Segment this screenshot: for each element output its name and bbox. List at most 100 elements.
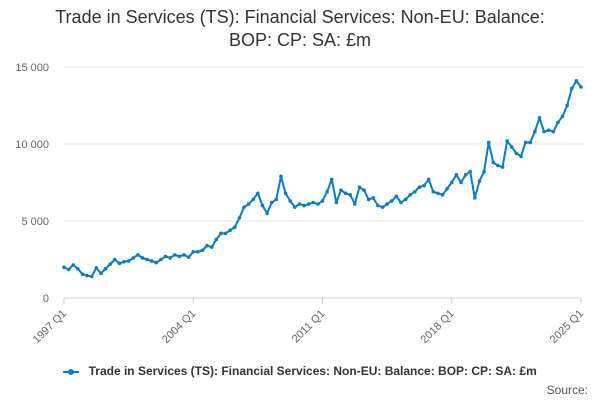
data-point[interactable]	[431, 189, 436, 194]
data-point[interactable]	[551, 129, 556, 134]
data-point[interactable]	[232, 225, 237, 229]
data-point[interactable]	[182, 253, 186, 257]
data-point[interactable]	[66, 267, 71, 272]
data-point[interactable]	[533, 129, 537, 134]
data-point[interactable]	[348, 193, 353, 197]
data-point[interactable]	[371, 196, 376, 200]
data-point[interactable]	[463, 173, 468, 177]
data-point[interactable]	[223, 231, 228, 236]
data-point[interactable]	[260, 203, 265, 208]
data-point[interactable]	[546, 128, 551, 132]
data-point[interactable]	[172, 253, 177, 257]
data-point[interactable]	[542, 129, 546, 134]
data-point[interactable]	[389, 199, 394, 203]
data-point[interactable]	[89, 274, 94, 279]
data-point[interactable]	[293, 205, 297, 209]
data-point[interactable]	[219, 231, 223, 236]
data-point[interactable]	[380, 205, 385, 209]
data-point[interactable]	[71, 263, 76, 267]
data-point[interactable]	[136, 253, 140, 257]
legend[interactable]: Trade in Services (TS): Financial Servic…	[0, 364, 600, 378]
data-point[interactable]	[209, 245, 214, 249]
data-point[interactable]	[191, 250, 196, 254]
data-point[interactable]	[459, 180, 463, 185]
data-point[interactable]	[473, 196, 477, 200]
data-point[interactable]	[94, 266, 99, 270]
data-point[interactable]	[357, 185, 362, 189]
data-point[interactable]	[334, 200, 339, 205]
data-point[interactable]	[112, 257, 117, 262]
data-point[interactable]	[528, 140, 533, 145]
data-point[interactable]	[579, 85, 583, 89]
data-point[interactable]	[242, 205, 246, 209]
data-point[interactable]	[279, 174, 283, 179]
data-point[interactable]	[246, 202, 251, 206]
data-point[interactable]	[394, 194, 399, 199]
data-point[interactable]	[316, 202, 320, 206]
data-point[interactable]	[256, 191, 260, 196]
data-point[interactable]	[85, 273, 89, 278]
data-point[interactable]	[168, 256, 172, 260]
data-point[interactable]	[362, 188, 366, 192]
data-point[interactable]	[523, 140, 528, 145]
data-point[interactable]	[108, 262, 112, 266]
data-point[interactable]	[214, 237, 219, 242]
data-point[interactable]	[486, 140, 491, 145]
data-point[interactable]	[311, 200, 316, 205]
data-point[interactable]	[574, 79, 579, 83]
data-point[interactable]	[159, 257, 163, 262]
data-point[interactable]	[320, 199, 325, 203]
data-point[interactable]	[177, 254, 182, 259]
data-point[interactable]	[514, 151, 519, 156]
data-point[interactable]	[445, 186, 449, 191]
data-point[interactable]	[366, 197, 371, 202]
data-point[interactable]	[426, 177, 431, 182]
data-point[interactable]	[496, 163, 500, 168]
data-point[interactable]	[62, 265, 66, 270]
data-point[interactable]	[117, 261, 122, 266]
data-point[interactable]	[408, 193, 413, 197]
data-point[interactable]	[149, 259, 154, 263]
data-point[interactable]	[569, 86, 574, 91]
data-point[interactable]	[269, 200, 274, 205]
data-point[interactable]	[422, 183, 426, 188]
data-point[interactable]	[302, 203, 306, 208]
data-point[interactable]	[454, 173, 459, 177]
data-point[interactable]	[329, 177, 334, 182]
data-point[interactable]	[163, 254, 168, 259]
data-point[interactable]	[385, 202, 389, 206]
data-point[interactable]	[399, 200, 403, 205]
data-point[interactable]	[353, 202, 357, 206]
data-point[interactable]	[339, 188, 343, 192]
data-point[interactable]	[556, 120, 560, 125]
data-point[interactable]	[440, 193, 445, 197]
data-point[interactable]	[519, 154, 523, 159]
data-point[interactable]	[131, 256, 136, 260]
data-point[interactable]	[145, 257, 149, 262]
data-point[interactable]	[403, 197, 408, 202]
data-point[interactable]	[436, 191, 440, 196]
data-point[interactable]	[103, 266, 108, 271]
data-point[interactable]	[505, 139, 509, 143]
data-point[interactable]	[154, 260, 159, 265]
data-point[interactable]	[76, 266, 80, 271]
data-point[interactable]	[297, 202, 302, 206]
data-point[interactable]	[509, 145, 514, 149]
data-point[interactable]	[325, 189, 329, 194]
data-point[interactable]	[449, 180, 454, 185]
data-point[interactable]	[274, 197, 279, 202]
data-point[interactable]	[413, 189, 417, 194]
data-point[interactable]	[482, 169, 486, 174]
data-point[interactable]	[265, 211, 269, 216]
data-point[interactable]	[251, 197, 256, 202]
data-point[interactable]	[99, 271, 103, 276]
data-point[interactable]	[186, 255, 191, 259]
data-point[interactable]	[122, 260, 126, 264]
data-point[interactable]	[417, 185, 422, 189]
data-point[interactable]	[468, 169, 473, 174]
data-point[interactable]	[343, 191, 348, 196]
data-point[interactable]	[288, 199, 292, 203]
data-point[interactable]	[560, 114, 565, 119]
data-point[interactable]	[565, 103, 569, 108]
data-point[interactable]	[237, 216, 242, 220]
